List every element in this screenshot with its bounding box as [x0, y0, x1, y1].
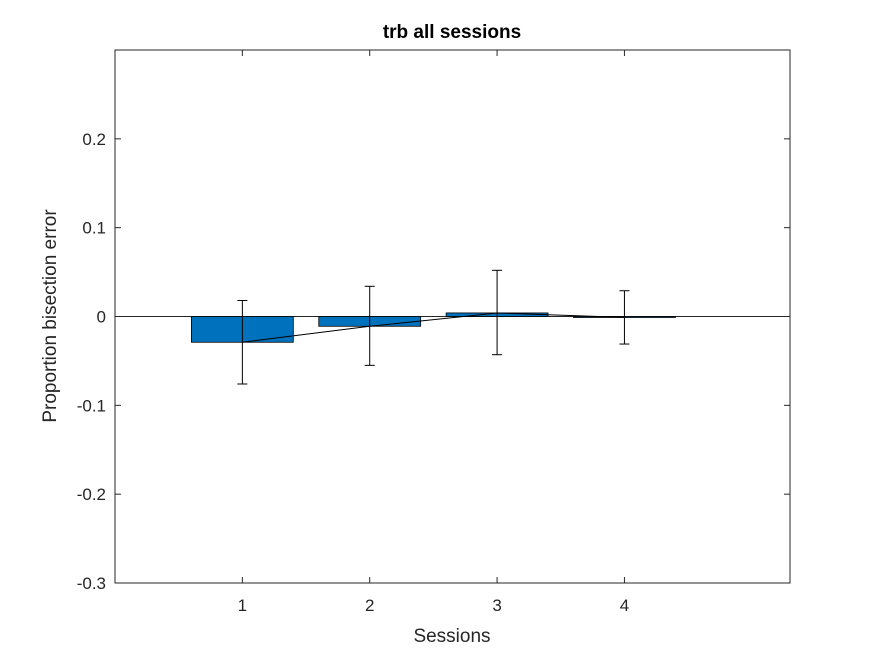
y-tick-label: -0.2 — [77, 485, 106, 504]
plot-area: -0.3 -0.2 -0.1 0 0.1 0.2 1 2 3 4 — [77, 49, 791, 615]
y-tick-label: 0.2 — [82, 130, 106, 149]
x-tick-label: 4 — [620, 596, 629, 615]
mean-line — [242, 312, 625, 343]
y-axis-label: Proportion bisection error — [40, 209, 61, 423]
y-tick-label: 0.1 — [82, 219, 106, 238]
y-tick-label: -0.3 — [77, 574, 106, 593]
y-tick-label: 0 — [97, 308, 106, 327]
chart-title: trb all sessions — [383, 22, 521, 43]
x-tick-label: 1 — [238, 596, 247, 615]
x-tick-label: 2 — [365, 596, 374, 615]
x-axis-label: Sessions — [413, 626, 490, 647]
x-tick-label: 3 — [492, 596, 501, 615]
y-tick-label: -0.1 — [77, 396, 106, 415]
